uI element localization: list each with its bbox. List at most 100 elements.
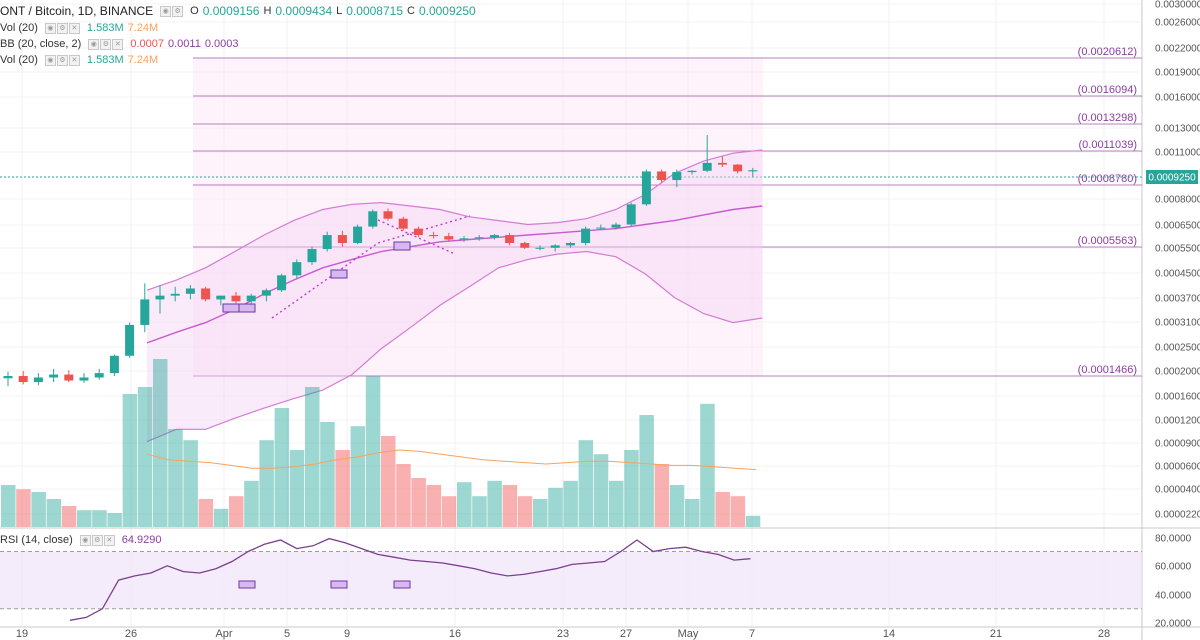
candle-body: [535, 247, 545, 249]
eye-icon[interactable]: ◉: [88, 38, 100, 50]
bb-legend-buttons[interactable]: ◉ ⚙ ✕: [88, 38, 124, 50]
candle-body: [641, 171, 651, 205]
volume-bar: [472, 496, 487, 527]
gear-icon[interactable]: ⚙: [100, 38, 112, 50]
pattern-marker: [330, 269, 348, 279]
bollinger-bands: [146, 149, 763, 443]
candlesticks: [3, 135, 758, 387]
gear-icon[interactable]: ⚙: [172, 5, 184, 17]
volume-legend-buttons[interactable]: ◉ ⚙ ✕: [44, 22, 80, 34]
volume-bar: [137, 387, 153, 527]
time-axis-label: 21: [990, 628, 1002, 640]
eye-icon[interactable]: ◉: [44, 22, 56, 34]
volume-ma-value: 7.24M: [127, 22, 159, 34]
time-axis: 19 26 Apr 5 9 16 23 27 May 7 14 21 28: [16, 628, 1110, 640]
eye-icon[interactable]: ◉: [44, 54, 56, 66]
candle-body: [444, 236, 454, 240]
volume-bar: [213, 508, 229, 527]
volume-bar: [92, 510, 107, 527]
fib-level-label: (0.0016094): [1078, 84, 1137, 96]
legend-buttons[interactable]: ◉ ⚙: [160, 5, 184, 17]
price-axis-label: 0.0030000: [1155, 0, 1200, 11]
rsi-axis-label: 20.0000: [1155, 619, 1192, 630]
volume-bar: [441, 496, 457, 527]
price-axis-label: 0.0022000: [1155, 44, 1200, 55]
volume-bar: [593, 454, 609, 527]
time-axis-label: 14: [883, 628, 895, 640]
volume-bar: [229, 496, 244, 527]
bb-indicator-label[interactable]: BB (20, close, 2): [0, 38, 82, 50]
candle-body: [413, 228, 423, 236]
volume2-indicator-label[interactable]: Vol (20): [0, 54, 38, 66]
volume-bar: [609, 480, 624, 527]
eye-icon[interactable]: ◉: [160, 5, 172, 17]
price-axis-label: 0.0002000: [1155, 367, 1200, 378]
time-axis-label: 5: [284, 628, 290, 640]
volume2-value: 1.583M: [86, 54, 124, 66]
current-price-tag: 0.0009250: [1148, 173, 1196, 184]
candle-body: [201, 288, 211, 300]
rsi-band-fill: [0, 551, 1142, 609]
fib-retracement-zone: (0.0020612) (0.0016094) (0.0013298) (0.0011…: [0, 46, 1142, 377]
volume-ma-line: [146, 449, 757, 471]
volume-bars: [1, 359, 761, 527]
volume-bar: [305, 387, 320, 527]
low-label: L: [336, 5, 343, 17]
rsi-axis-label: 80.0000: [1155, 534, 1192, 545]
eye-icon[interactable]: ◉: [79, 534, 91, 546]
price-axis-label: 0.0011000: [1155, 148, 1200, 159]
volume-bar: [654, 464, 670, 527]
candle-body: [505, 235, 515, 244]
gear-icon[interactable]: ⚙: [56, 54, 68, 66]
rsi-axis-label: 60.0000: [1155, 562, 1192, 573]
rsi-legend: RSI (14, close) ◉ ⚙ ✕ 64.9290: [0, 534, 162, 546]
close-icon[interactable]: ✕: [112, 38, 124, 50]
fib-level-label: (0.0001466): [1078, 364, 1137, 376]
pattern-marker: [393, 241, 411, 251]
volume-bar: [639, 415, 654, 527]
rsi-legend-buttons[interactable]: ◉ ⚙ ✕: [79, 534, 115, 546]
volume-bar: [381, 436, 396, 527]
candle-body: [596, 227, 606, 229]
close-icon[interactable]: ✕: [68, 22, 80, 34]
candle-body: [109, 355, 119, 374]
close-label: C: [407, 5, 415, 17]
volume2-legend-buttons[interactable]: ◉ ⚙ ✕: [44, 54, 80, 66]
fib-level-label: (0.0013298): [1078, 112, 1137, 124]
symbol-title[interactable]: ONT / Bitcoin, 1D, BINANCE: [0, 4, 154, 18]
volume-bar: [563, 480, 578, 527]
rsi-indicator-label[interactable]: RSI (14, close): [0, 534, 73, 546]
volume2-legend: Vol (20) ◉ ⚙ ✕ 1.583M 7.24M: [0, 54, 158, 66]
bb-lower-line: [146, 250, 763, 443]
candle-body: [125, 324, 135, 356]
pattern-marker: [222, 303, 240, 313]
volume-indicator-label[interactable]: Vol (20): [0, 22, 38, 34]
candle-body: [657, 171, 667, 181]
volume-bar: [624, 450, 639, 527]
candle-body: [231, 295, 241, 302]
bb-upper-line: [146, 149, 763, 291]
candle-body: [94, 373, 104, 378]
volume-bar: [487, 480, 502, 527]
volume-bar: [320, 422, 335, 527]
time-axis-label: 26: [125, 628, 137, 640]
candle-body: [733, 164, 743, 172]
time-axis-label: 23: [557, 628, 569, 640]
close-icon[interactable]: ✕: [103, 534, 115, 546]
gear-icon[interactable]: ⚙: [91, 534, 103, 546]
bb-middle-line: [146, 205, 763, 344]
volume-bar: [533, 499, 548, 527]
price-axis-label: 0.0003700: [1155, 294, 1200, 305]
price-axis-label: 0.0005500: [1155, 244, 1200, 255]
candle-body: [368, 211, 378, 227]
time-axis-label: Apr: [215, 628, 232, 640]
volume-bar: [183, 440, 198, 527]
candle-body: [261, 290, 271, 296]
price-axis: 0.0030000 0.0026000 0.0022000 0.0019000 0.00…: [1146, 0, 1200, 630]
main-legend: ONT / Bitcoin, 1D, BINANCE ◉ ⚙ O 0.000915…: [0, 4, 476, 18]
volume-bar: [107, 513, 122, 527]
gear-icon[interactable]: ⚙: [56, 22, 68, 34]
time-axis-label: 27: [620, 628, 632, 640]
close-icon[interactable]: ✕: [68, 54, 80, 66]
